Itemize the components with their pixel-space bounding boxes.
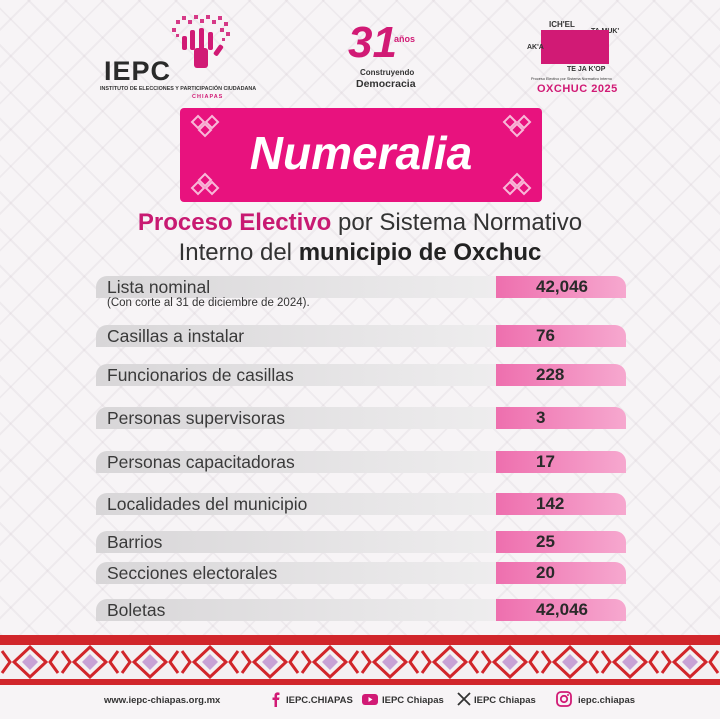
iepc-logo: IEPC INSTITUTO DE ELECCIONES Y PARTICIPA… [100,14,256,100]
row-value: 142 [536,494,565,513]
row-value: 76 [536,326,555,345]
row-value: 3 [536,408,546,427]
row-note: (Con corte al 31 de diciembre de 2024). [107,297,310,309]
heading-pink: Proceso Electivo [137,209,332,236]
oxchuc-top-text: ICH'EL [549,20,575,29]
row-label: Barrios [107,532,163,552]
footer: www.iepc-chiapas.org.mx IEPC.CHIAPAS IEP… [0,685,720,719]
row-label: Personas capacitadoras [107,452,295,472]
numeralia-banner: Numeralia [180,108,542,202]
row-label: Secciones electorales [107,563,278,583]
hand-tree-logo-icon [172,15,230,68]
page-heading: Proceso Electivo por Sistema Normativo I… [0,208,720,268]
heading-line2-start: Interno del [178,239,299,266]
anniversary-logo: 31 años Construyendo Democracia [340,18,420,98]
x-icon[interactable] [456,691,472,707]
row-label: Lista nominal [107,277,211,297]
oxchuc-year: OXCHUC 2025 [537,83,618,95]
website-link[interactable]: www.iepc-chiapas.org.mx [104,695,221,706]
facebook-link[interactable]: IEPC.CHIAPAS [286,695,353,706]
oxchuc-bottom-text: TE JA K'OP [567,66,606,73]
row-value: 42,046 [536,600,588,619]
row-value: 20 [536,563,555,582]
textile-stripe-top [0,635,720,645]
background-pattern [0,0,720,635]
diamond-ornament-icon [502,114,532,138]
row-value: 42,046 [536,277,588,296]
row-label: Casillas a instalar [107,326,245,346]
iepc-brand: IEPC [104,56,172,86]
heading-line1-rest: por Sistema Normativo [331,209,583,236]
row-value: 25 [536,532,555,551]
youtube-link[interactable]: IEPC Chiapas [382,695,444,706]
row-barrios: Barrios 25 [96,531,626,553]
row-casillas: Casillas a instalar 76 [96,325,626,347]
row-lista-nominal: Lista nominal 42,046 [96,276,626,298]
diamond-ornament-icon [190,172,220,196]
oxchuc-small-text: Proceso Electivo por Sistema Normativo I… [531,77,612,81]
anniversary-years: años [394,34,416,44]
anniversary-number: 31 [348,18,397,67]
diamond-ornament-icon [502,172,532,196]
row-label: Boletas [107,600,166,620]
row-label: Localidades del municipio [107,494,308,514]
iepc-state: CHIAPAS [192,94,224,100]
row-secciones: Secciones electorales 20 [96,562,626,584]
oxchuc-logo: ICH'EL TA MUK' AK'A TE JA K'OP Proceso E… [527,20,627,100]
facebook-icon[interactable] [268,691,284,707]
iepc-subtitle: INSTITUTO DE ELECCIONES Y PARTICIPACIÓN … [100,86,257,92]
textile-stripe-bottom [0,679,720,685]
instagram-link[interactable]: iepc.chiapas [578,695,636,706]
oxchuc-left-text: AK'A [527,44,544,51]
row-funcionarios: Funcionarios de casillas 228 [96,364,626,386]
oxchuc-color-box [541,30,609,64]
youtube-icon[interactable] [362,691,378,707]
row-supervisoras: Personas supervisoras 3 [96,407,626,429]
heading-line2-bold: municipio de Oxchuc [298,239,542,266]
row-localidades: Localidades del municipio 142 [96,493,626,515]
row-label: Personas supervisoras [107,408,285,428]
anniversary-line1: Construyendo [360,68,415,77]
row-value: 17 [536,452,555,471]
row-value: 228 [536,365,565,384]
row-boletas: Boletas 42,046 [96,599,626,621]
textile-pattern [0,645,720,679]
banner-title: Numeralia [249,127,473,179]
x-link[interactable]: IEPC Chiapas [474,695,536,706]
row-label: Funcionarios de casillas [107,365,294,385]
instagram-icon[interactable] [556,691,572,707]
row-capacitadoras: Personas capacitadoras 17 [96,451,626,473]
anniversary-line2: Democracia [356,78,416,90]
diamond-ornament-icon [190,114,220,138]
textile-pattern-icon [0,645,720,679]
